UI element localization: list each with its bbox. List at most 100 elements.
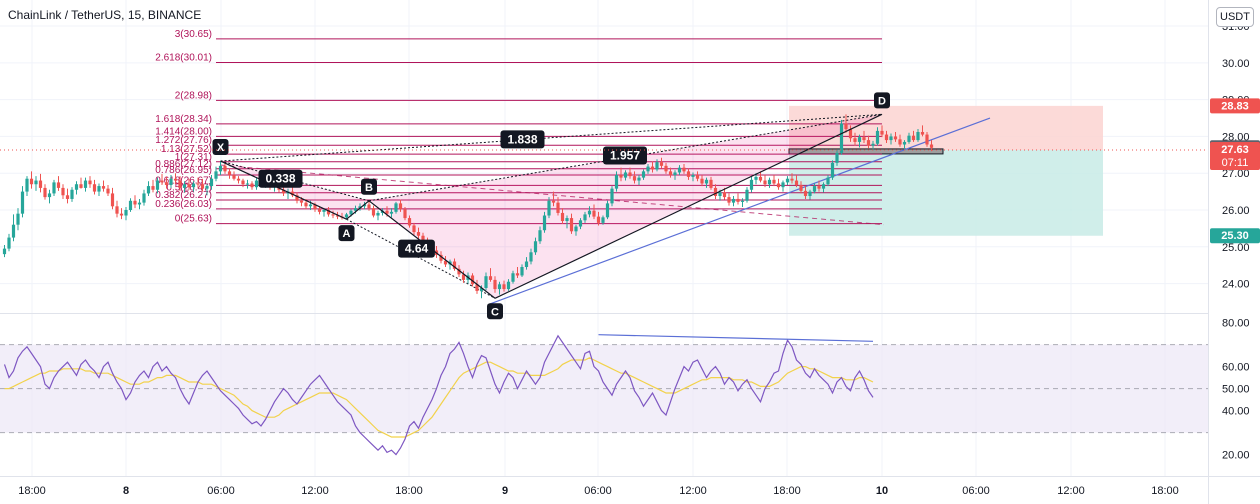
candle-body xyxy=(506,281,511,290)
candle-body xyxy=(614,175,619,189)
candle-body xyxy=(565,218,569,222)
pattern-ratio: 1.838 xyxy=(500,130,545,149)
candle-body xyxy=(367,204,371,209)
candle-body xyxy=(137,202,142,205)
candle-body xyxy=(610,188,614,204)
price-badge-label: 27.63 xyxy=(1221,144,1249,156)
time-axis-tick: 9 xyxy=(502,485,508,497)
candle-body xyxy=(659,162,664,166)
rsi-axis-tick: 50.00 xyxy=(1222,384,1250,396)
pattern-point-label: D xyxy=(878,95,886,107)
pattern-overlay: X A B C D 0.338 4.64 1.838 1.957 xyxy=(0,92,1208,320)
candle-body xyxy=(389,211,394,214)
candle-body xyxy=(880,130,884,135)
candle-body xyxy=(443,260,448,265)
candle-body xyxy=(592,210,596,217)
candle-body xyxy=(92,184,97,192)
candle-body xyxy=(524,261,529,268)
candle-body xyxy=(124,209,128,216)
candle-body xyxy=(929,144,934,148)
price-axis-tick: 30.00 xyxy=(1222,58,1250,70)
pattern-diag-ac xyxy=(346,218,496,299)
candle-body xyxy=(214,171,218,179)
candle-body xyxy=(29,178,34,185)
candle-body xyxy=(628,172,632,177)
candle-body xyxy=(164,182,169,185)
candle-body xyxy=(866,140,871,146)
candle-body xyxy=(790,178,794,181)
candle-body xyxy=(664,165,668,172)
candle-body xyxy=(326,209,331,215)
pattern-leg-ab xyxy=(346,200,370,220)
rsi-axis-tick: 60.00 xyxy=(1222,362,1250,374)
candle-body xyxy=(727,197,731,203)
candle-body xyxy=(34,180,38,185)
pattern-point-b: B xyxy=(361,178,377,195)
currency-badge[interactable]: USDT xyxy=(1216,7,1254,27)
candle-body xyxy=(74,184,79,190)
candle-body xyxy=(205,186,209,189)
candle-body xyxy=(403,209,407,219)
candle-body xyxy=(497,284,502,290)
candle-body xyxy=(101,186,106,189)
candle-body xyxy=(515,273,520,276)
pattern-point-c: C xyxy=(487,303,503,320)
candle-body xyxy=(187,184,191,188)
candle-body xyxy=(461,274,466,280)
candle-body xyxy=(520,267,524,276)
candle-body xyxy=(853,138,857,142)
candle-body xyxy=(376,212,380,216)
candle-body xyxy=(119,213,124,216)
candle-body xyxy=(295,195,299,201)
fib-level-label: 0.618(26.67) xyxy=(155,175,212,186)
candle-body xyxy=(538,230,542,242)
candle-body xyxy=(623,172,628,178)
candle-body xyxy=(781,182,785,188)
candle-body xyxy=(349,210,353,215)
fib-level-label: 1.414(28.00) xyxy=(155,126,212,137)
pattern-ratio: 1.957 xyxy=(603,146,647,165)
candle-body xyxy=(574,226,578,232)
candle-body xyxy=(709,179,713,188)
candle-body xyxy=(61,187,65,196)
candle-body xyxy=(569,218,574,232)
candle-body xyxy=(196,183,200,185)
candle-body xyxy=(722,192,727,198)
candle-body xyxy=(578,220,583,227)
price-axis-tick: 25.00 xyxy=(1222,242,1250,254)
pattern-ratio-box xyxy=(603,146,647,165)
rsi-ma-line xyxy=(4,357,874,438)
candle-body xyxy=(758,176,763,181)
candle-body xyxy=(844,123,848,130)
candle-body xyxy=(839,123,844,153)
candle-body xyxy=(299,200,304,203)
price-badge xyxy=(1210,228,1260,244)
candle-body xyxy=(556,202,560,213)
candle-body xyxy=(155,180,160,190)
pattern-triangle-bcd xyxy=(369,114,882,299)
candle-body xyxy=(808,191,812,197)
candle-body xyxy=(785,178,790,183)
candle-body xyxy=(925,134,929,145)
rsi-divergence-line xyxy=(598,334,874,342)
pattern-ratio: 0.338 xyxy=(258,169,303,188)
fib-level-label: 2.618(30.01) xyxy=(155,52,212,63)
fib-level-label: 0.382(26.27) xyxy=(155,190,212,201)
candle-body xyxy=(385,210,389,214)
candle-body xyxy=(241,180,245,185)
candle-body xyxy=(322,209,326,212)
candle-body xyxy=(826,177,830,185)
candle-body xyxy=(470,275,475,285)
candle-body xyxy=(250,183,254,188)
fib-level-label: 0.236(26.03) xyxy=(155,199,212,210)
candle-body xyxy=(313,204,317,210)
candle-body xyxy=(173,178,178,181)
candle-body xyxy=(745,189,749,201)
candle-body xyxy=(178,180,182,188)
fib-level-label: 0.786(26.95) xyxy=(155,165,212,176)
candle-body xyxy=(317,209,322,212)
candle-body xyxy=(749,179,754,190)
candle-body xyxy=(884,134,889,141)
